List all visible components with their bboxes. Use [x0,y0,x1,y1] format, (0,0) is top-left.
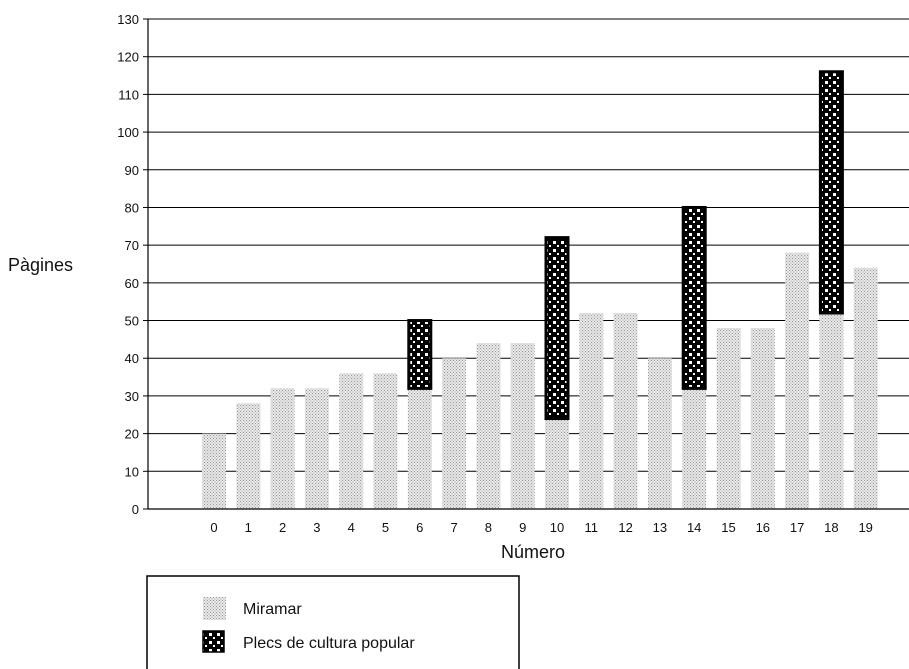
y-tick-label: 60 [125,276,139,291]
bar-miramar [510,343,535,509]
legend: Miramar Plecs de cultura popular [146,575,520,669]
bar-miramar [476,343,501,509]
x-tick-label: 3 [313,520,320,535]
y-axis-title: Pàgines [8,255,73,275]
x-tick-label: 5 [382,520,389,535]
y-tick-label: 110 [118,87,139,102]
x-tick-label: 9 [519,520,526,535]
y-tick-label: 120 [117,50,139,65]
bar-miramar [202,433,226,509]
bars [202,70,878,509]
x-tick-label: 19 [858,520,872,535]
y-tick-label: 20 [125,427,139,442]
legend-label-plecs: Plecs de cultura popular [243,635,415,652]
y-tick-label: 40 [125,351,139,366]
x-tick-label: 13 [653,520,667,535]
bar-miramar [647,358,672,509]
bar-miramar [545,418,569,509]
legend-box [146,575,520,669]
bar-miramar [716,328,741,509]
x-tick-label: 7 [450,520,457,535]
x-tick-label: 2 [279,520,286,535]
y-tick-label: 90 [125,163,139,178]
bar-miramar [270,388,295,509]
y-tick-label: 30 [125,389,139,404]
bar-miramar [579,313,604,509]
y-tick-label: 80 [125,200,139,215]
x-axis-title: Número [501,542,565,562]
bar-miramar [339,373,364,509]
y-tick-label: 70 [125,238,139,253]
bar-miramar [407,388,432,509]
bar-miramar [750,328,775,509]
y-tick-label: 0 [132,502,139,517]
x-tick-label: 16 [756,520,770,535]
x-tick-label: 14 [687,520,701,535]
bar-plecs [544,236,570,421]
y-tick-label: 50 [125,314,139,329]
x-tick-label: 6 [416,520,423,535]
x-axis-ticks: 0 1 2 3 4 5 6 7 8 9 10 11 12 13 14 15 16 17 18 19 [210,520,873,535]
legend-label-miramar: Miramar [243,601,302,618]
bar-miramar [853,267,878,509]
x-tick-label: 11 [585,520,599,535]
bar-miramar [442,358,467,509]
x-tick-label: 1 [245,520,252,535]
x-tick-label: 8 [485,520,492,535]
y-axis-ticks: 0 10 20 30 40 50 60 70 80 90 100 110 120 130 [117,12,148,517]
x-tick-label: 17 [790,520,804,535]
legend-swatch-miramar [203,597,226,620]
x-tick-label: 18 [824,520,838,535]
bar-miramar [785,252,810,509]
bar-miramar [304,388,329,509]
bar-miramar [819,313,844,509]
y-tick-label: 10 [125,464,139,479]
legend-swatch-plecs [202,630,225,653]
bar-miramar [613,313,638,509]
y-tick-label: 100 [117,125,139,140]
bar-plecs [407,319,433,390]
x-tick-label: 0 [210,520,217,535]
bar-miramar [682,388,707,509]
bar-plecs [818,70,844,315]
x-tick-label: 15 [721,520,735,535]
y-tick-label: 130 [117,12,139,27]
bar-miramar [236,403,261,509]
x-tick-label: 4 [348,520,355,535]
bar-miramar [373,373,398,509]
x-tick-label: 12 [618,520,632,535]
bar-plecs [681,205,707,390]
x-tick-label: 10 [550,520,564,535]
